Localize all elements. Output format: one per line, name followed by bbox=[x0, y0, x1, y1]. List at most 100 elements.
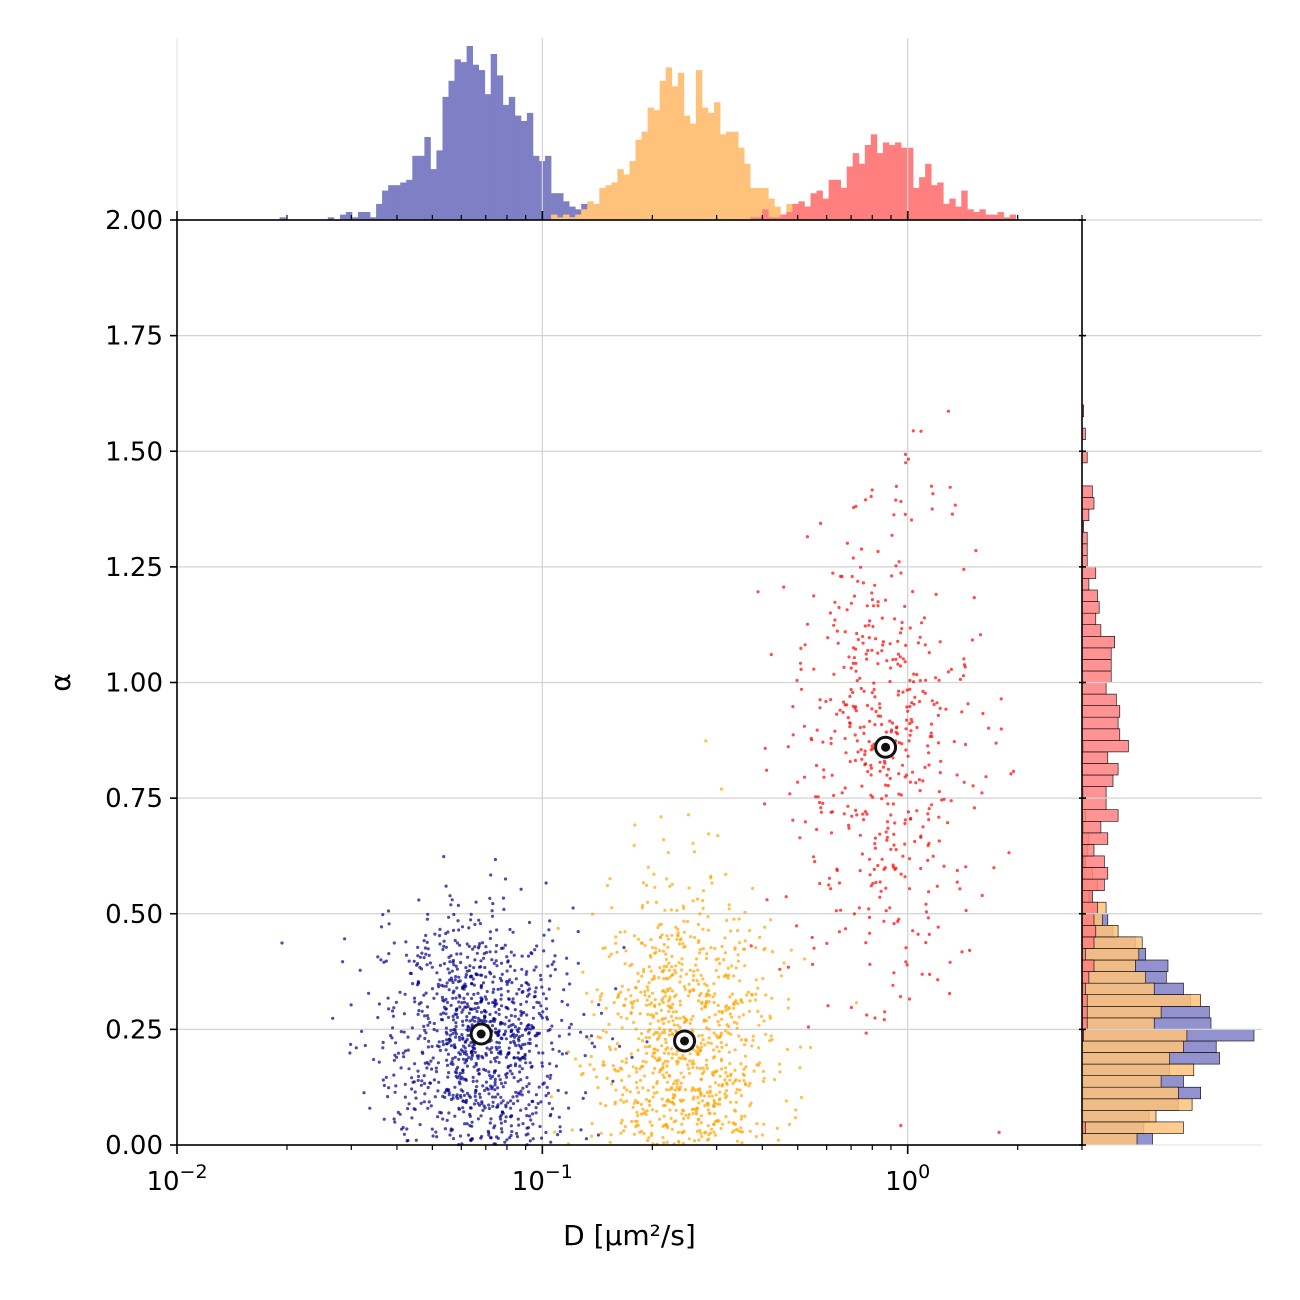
data-point bbox=[663, 994, 667, 998]
data-point bbox=[587, 1037, 591, 1041]
data-point bbox=[454, 996, 458, 1000]
data-point bbox=[444, 984, 448, 988]
top-hist-bar bbox=[732, 131, 739, 220]
data-point bbox=[638, 1012, 642, 1016]
data-point bbox=[699, 973, 703, 977]
data-point bbox=[469, 1050, 474, 1054]
data-point bbox=[873, 842, 877, 846]
data-point bbox=[861, 634, 865, 639]
data-point bbox=[453, 1045, 457, 1049]
data-point bbox=[437, 985, 441, 989]
data-point bbox=[521, 1086, 525, 1090]
data-point bbox=[687, 1067, 691, 1071]
data-point bbox=[723, 1005, 728, 1009]
data-point bbox=[696, 968, 700, 972]
data-point bbox=[682, 1129, 686, 1133]
data-point bbox=[671, 1010, 675, 1014]
right-hist-bar bbox=[1081, 485, 1093, 498]
data-point bbox=[465, 1053, 469, 1057]
data-point bbox=[514, 1090, 518, 1094]
data-point bbox=[499, 1127, 504, 1131]
data-point bbox=[518, 1064, 522, 1068]
data-point bbox=[876, 604, 880, 608]
data-point bbox=[570, 1128, 574, 1132]
data-point bbox=[926, 916, 931, 920]
data-point bbox=[901, 690, 905, 694]
data-point bbox=[727, 1025, 731, 1029]
data-point bbox=[441, 1117, 445, 1121]
data-point bbox=[544, 1094, 548, 1098]
data-point bbox=[848, 725, 852, 729]
data-point bbox=[650, 1133, 654, 1137]
data-point bbox=[705, 952, 709, 956]
data-point bbox=[631, 1105, 635, 1109]
data-point bbox=[512, 953, 516, 957]
data-point bbox=[541, 1082, 545, 1086]
data-point bbox=[406, 1048, 410, 1052]
right-hist-bar bbox=[1081, 890, 1093, 903]
data-point bbox=[742, 1078, 746, 1083]
data-point bbox=[635, 1086, 639, 1090]
data-point bbox=[838, 708, 842, 712]
data-point bbox=[964, 865, 968, 869]
data-point bbox=[393, 1053, 397, 1057]
data-point bbox=[451, 1096, 455, 1100]
data-point bbox=[878, 769, 882, 773]
data-point bbox=[727, 1006, 732, 1010]
data-point bbox=[470, 1120, 474, 1124]
data-point bbox=[709, 946, 713, 950]
data-point bbox=[382, 1117, 386, 1121]
data-point bbox=[836, 641, 840, 645]
data-point bbox=[701, 977, 705, 981]
data-point bbox=[444, 1012, 448, 1016]
data-point bbox=[468, 1007, 472, 1011]
data-point bbox=[706, 989, 711, 993]
right-hist-bar bbox=[1081, 971, 1146, 984]
data-point bbox=[400, 1127, 404, 1131]
top-hist-bar bbox=[840, 187, 848, 220]
data-point bbox=[448, 894, 452, 898]
data-point bbox=[494, 999, 498, 1003]
data-point bbox=[958, 887, 962, 891]
data-point bbox=[484, 1068, 488, 1072]
data-point bbox=[514, 977, 518, 981]
data-point bbox=[874, 880, 878, 885]
data-point bbox=[441, 1011, 445, 1015]
data-point bbox=[853, 733, 857, 737]
data-point bbox=[556, 1133, 560, 1137]
data-point bbox=[343, 937, 347, 941]
data-point bbox=[865, 657, 869, 661]
data-point bbox=[734, 966, 738, 970]
right-hist-bar bbox=[1081, 1017, 1155, 1030]
data-point bbox=[483, 995, 487, 999]
right-hist-bar bbox=[1081, 601, 1100, 614]
data-point bbox=[624, 997, 628, 1001]
data-point bbox=[893, 867, 897, 872]
top-hist-bar bbox=[472, 64, 479, 220]
data-point bbox=[447, 1071, 451, 1075]
data-point bbox=[451, 1018, 456, 1022]
data-point bbox=[749, 1101, 753, 1105]
data-point bbox=[601, 1029, 605, 1033]
right-hist-bar bbox=[1081, 647, 1112, 660]
data-point bbox=[721, 1122, 725, 1126]
data-point bbox=[700, 1007, 704, 1011]
data-point bbox=[393, 1090, 397, 1094]
data-point bbox=[873, 836, 878, 840]
data-point bbox=[481, 1084, 485, 1088]
right-hist-bar bbox=[1081, 1040, 1184, 1053]
top-hist-bar bbox=[490, 54, 498, 220]
data-point bbox=[527, 1049, 532, 1053]
data-point bbox=[527, 1031, 531, 1035]
data-point bbox=[545, 1074, 550, 1078]
data-point bbox=[935, 884, 939, 888]
right-hist-bar bbox=[1081, 1110, 1157, 1123]
data-point bbox=[477, 918, 481, 922]
data-point bbox=[519, 1021, 523, 1025]
data-point bbox=[348, 1051, 352, 1055]
data-point bbox=[971, 784, 975, 788]
right-hist-bar bbox=[1081, 705, 1121, 718]
data-point bbox=[651, 1015, 655, 1020]
data-point bbox=[494, 959, 498, 963]
data-point bbox=[534, 1093, 539, 1097]
